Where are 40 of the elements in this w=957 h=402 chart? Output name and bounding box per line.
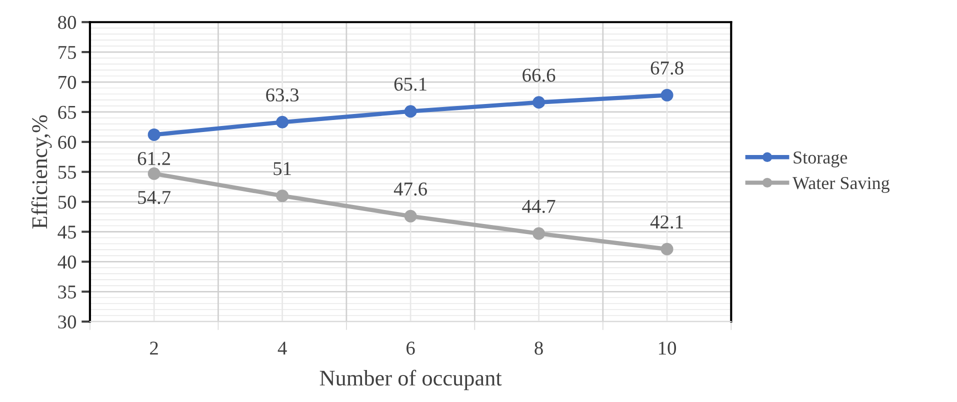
- y-tick-label: 70: [58, 76, 76, 89]
- point: [660, 88, 674, 102]
- data-label: 67.8: [650, 61, 684, 75]
- data-label: 47.6: [394, 182, 427, 196]
- point: [532, 96, 546, 109]
- data-label: 54.7: [138, 191, 171, 204]
- y-tick-label: 75: [58, 46, 76, 59]
- y-tick-label: 80: [58, 16, 76, 30]
- x-tick-label: 10: [659, 342, 676, 355]
- y-tick-label: 45: [58, 226, 76, 239]
- legend-label: Water Saving: [792, 177, 890, 193]
- y-tick-label: 35: [58, 286, 76, 299]
- y-tick-label: 40: [58, 256, 76, 269]
- point: [532, 227, 546, 240]
- x-tick-label: 2: [150, 342, 158, 355]
- point: [404, 105, 417, 118]
- y-tick-label: 30: [58, 315, 76, 329]
- y-tick-label: 55: [58, 166, 76, 179]
- point: [276, 190, 289, 202]
- point: [276, 116, 289, 128]
- data-label: 51: [274, 162, 291, 176]
- data-label: 63.3: [266, 88, 299, 102]
- x-tick-label: 4: [278, 342, 287, 355]
- data-label: 66.6: [522, 68, 556, 82]
- x-tick-label: 8: [534, 342, 543, 355]
- y-tick-label: 50: [58, 196, 76, 209]
- point: [148, 167, 160, 180]
- data-label: 65.1: [394, 78, 426, 91]
- legend-label: Storage: [794, 151, 848, 168]
- point: [148, 128, 160, 141]
- y-axis-title: Efficiency,%: [31, 115, 52, 229]
- y-tick-label: 60: [58, 136, 76, 149]
- y-tick-label: 65: [58, 106, 76, 119]
- x-axis-title: Number of occupant: [320, 370, 502, 390]
- data-label: 42.1: [650, 215, 683, 229]
- point: [404, 210, 417, 222]
- data-label: 61.2: [138, 152, 170, 166]
- x-tick-label: 6: [406, 342, 415, 355]
- point: [660, 242, 674, 256]
- data-label: 44.7: [522, 200, 556, 214]
